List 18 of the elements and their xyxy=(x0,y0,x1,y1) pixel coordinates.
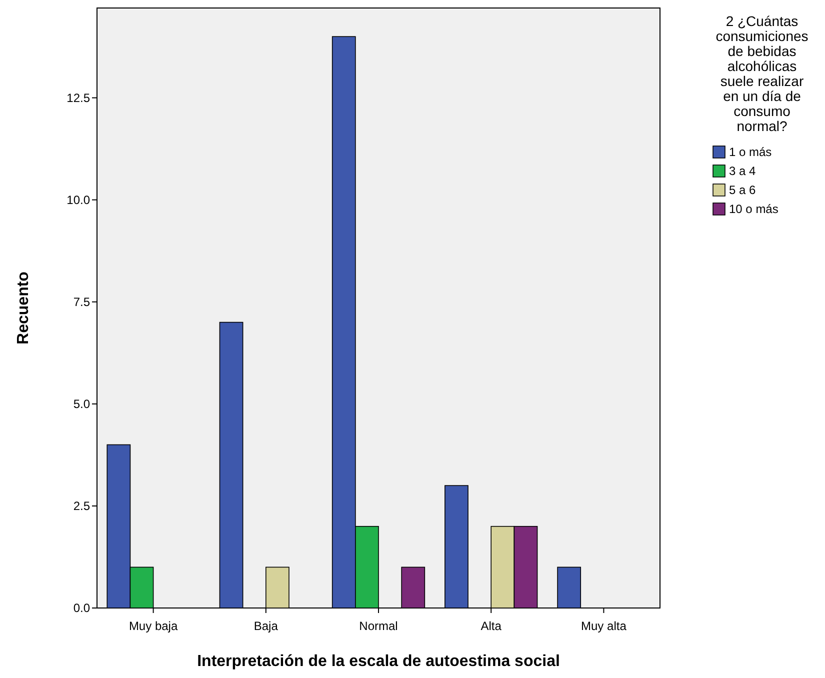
x-tick-label: Muy baja xyxy=(128,619,178,633)
legend-label: 5 a 6 xyxy=(729,183,756,197)
y-tick-label: 7.5 xyxy=(73,295,90,310)
y-tick-label: 5.0 xyxy=(73,397,90,412)
legend-label: 1 o más xyxy=(729,145,772,159)
x-tick-label: Muy alta xyxy=(581,619,627,633)
x-tick-label: Baja xyxy=(254,619,278,633)
x-tick-label: Normal xyxy=(359,619,398,633)
y-axis-title: Recuento xyxy=(15,271,32,344)
x-axis-title: Interpretación de la escala de autoestima social xyxy=(197,653,560,670)
legend-title: 2 ¿Cuántas consumiciones de bebidas alcohólicas suele realizar en un día de consumo normal? xyxy=(716,13,808,134)
legend-label: 10 o más xyxy=(729,202,778,216)
legend-label: 3 a 4 xyxy=(729,164,756,178)
y-tick-label: 0.0 xyxy=(73,601,90,616)
x-tick-label: Alta xyxy=(480,619,502,633)
y-tick-label: 12.5 xyxy=(66,90,90,105)
y-tick-label: 10.0 xyxy=(66,193,90,208)
y-tick-label: 2.5 xyxy=(73,499,90,514)
